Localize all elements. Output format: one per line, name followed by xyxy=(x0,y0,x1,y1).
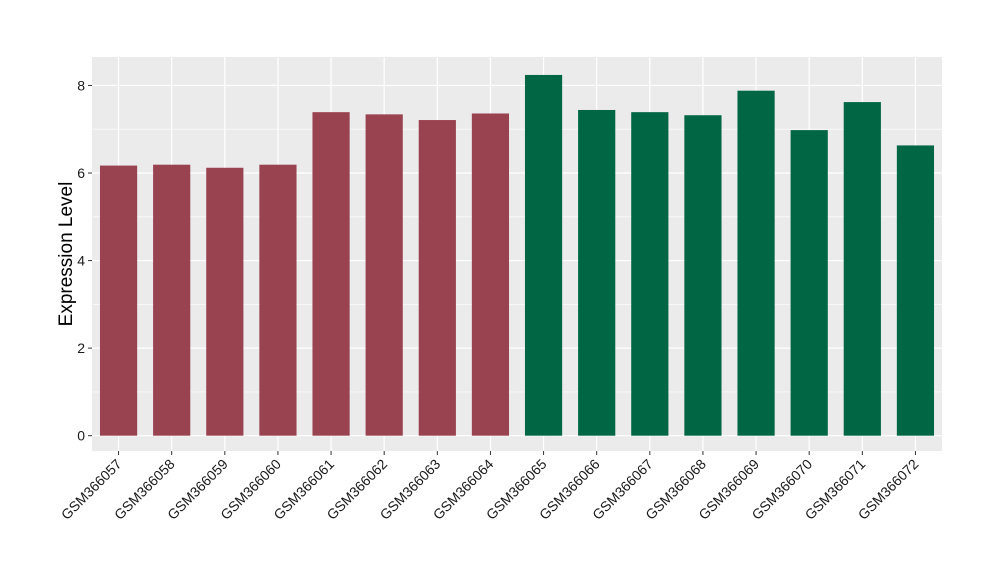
y-tick-label: 8 xyxy=(77,77,85,93)
bar-GSM366070 xyxy=(790,130,828,436)
x-axis: GSM366057GSM366058GSM366059GSM366060GSM3… xyxy=(58,451,922,523)
bars xyxy=(99,74,935,436)
y-tick-label: 6 xyxy=(77,165,85,181)
bar-GSM366066 xyxy=(578,109,616,436)
bar-GSM366057 xyxy=(99,165,138,436)
y-tick-label: 4 xyxy=(77,253,85,269)
bar-GSM366067 xyxy=(631,112,669,436)
bar-GSM366064 xyxy=(471,113,510,436)
bar-GSM366063 xyxy=(418,120,456,436)
y-axis: 0 2 4 6 8 xyxy=(77,77,92,444)
bar-GSM366069 xyxy=(737,90,775,436)
bar-GSM366058 xyxy=(153,164,191,436)
bar-GSM366068 xyxy=(684,115,722,436)
bar-GSM366071 xyxy=(843,102,881,436)
bar-GSM366065 xyxy=(524,74,563,436)
bar-GSM366072 xyxy=(896,145,935,436)
bar-GSM366061 xyxy=(312,112,350,436)
bar-GSM366059 xyxy=(206,167,244,436)
bar-GSM366062 xyxy=(365,114,403,436)
y-axis-title: Expression Level xyxy=(56,182,77,327)
y-tick-label: 0 xyxy=(77,428,85,444)
bar-GSM366060 xyxy=(259,164,297,436)
y-tick-label: 2 xyxy=(77,340,85,356)
